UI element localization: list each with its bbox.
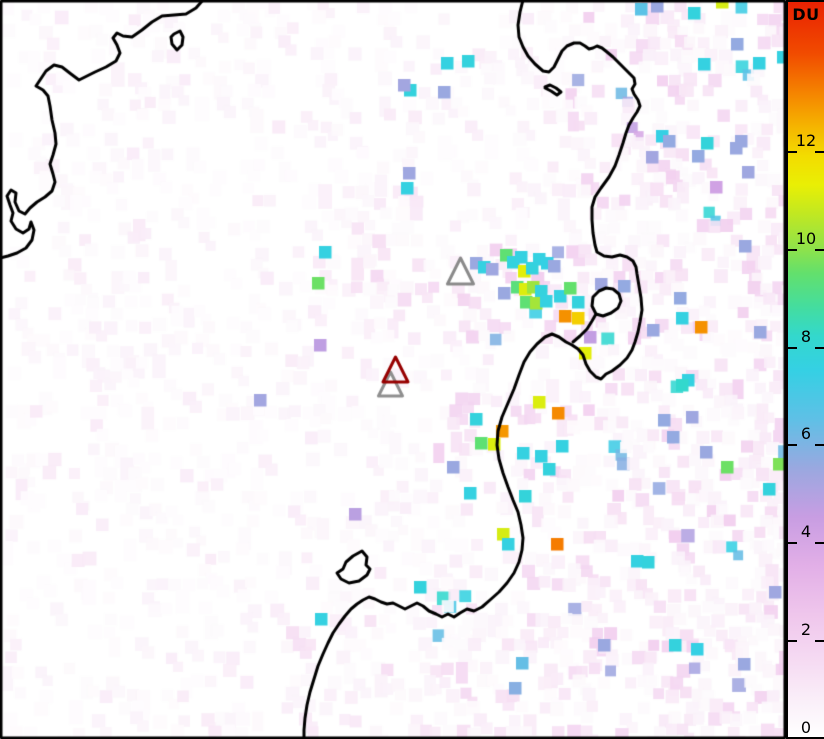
colorbar-tick bbox=[815, 542, 824, 545]
colorbar-unit-label: DU bbox=[792, 5, 820, 24]
colorbar-tick-label: 2 bbox=[800, 620, 812, 640]
map-canvas bbox=[0, 0, 786, 739]
colorbar-tick bbox=[788, 248, 797, 251]
colorbar-tick-label: 0 bbox=[800, 718, 812, 737]
colorbar-tick-label: 12 bbox=[795, 130, 817, 150]
colorbar-tick bbox=[815, 640, 824, 643]
colorbar-tick bbox=[788, 542, 797, 545]
colorbar-tick bbox=[788, 640, 797, 643]
colorbar-tick bbox=[788, 444, 797, 447]
colorbar-tick bbox=[788, 150, 797, 153]
colorbar-tick-label: 6 bbox=[800, 424, 812, 444]
colorbar-tick bbox=[815, 248, 824, 251]
colorbar-tick-label: 10 bbox=[795, 228, 817, 248]
colorbar-gradient bbox=[788, 2, 824, 737]
colorbar-tick bbox=[815, 346, 824, 349]
colorbar-tick bbox=[788, 346, 797, 349]
colorbar-tick bbox=[815, 444, 824, 447]
colorbar-tick bbox=[815, 150, 824, 153]
colorbar: DU 0 2 4 6 8 10 12 bbox=[786, 0, 824, 739]
colorbar-tick-label: 8 bbox=[800, 326, 812, 346]
colorbar-tick-label: 4 bbox=[800, 522, 812, 542]
